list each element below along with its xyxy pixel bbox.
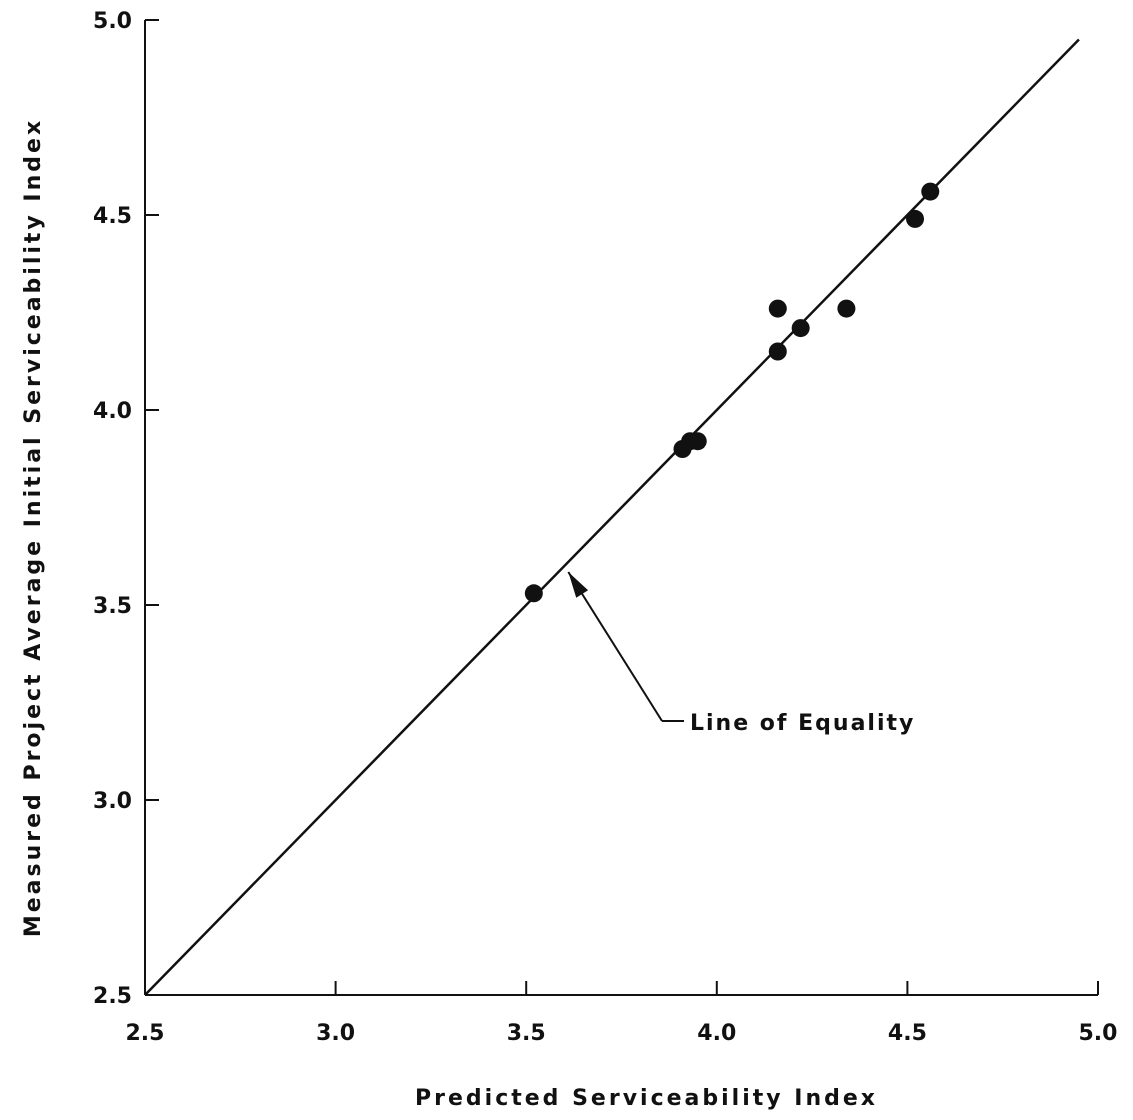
x-tick-label: 3.5 xyxy=(507,1021,546,1046)
y-axis-title: Measured Project Average Initial Service… xyxy=(21,118,46,937)
x-tick-label: 2.5 xyxy=(126,1021,165,1046)
data-point xyxy=(688,432,707,451)
line-of-equality-group xyxy=(144,38,1080,996)
y-tick-label: 2.5 xyxy=(93,984,132,1009)
y-tick-label: 3.0 xyxy=(93,789,132,814)
data-point xyxy=(768,342,787,361)
data-point xyxy=(906,209,925,228)
points-group xyxy=(524,182,940,603)
data-point xyxy=(768,299,787,318)
data-point xyxy=(921,182,940,201)
data-point xyxy=(837,299,856,318)
annotation-group: Line of Equality xyxy=(567,571,915,736)
y-tick-label: 5.0 xyxy=(93,9,132,34)
annotation-label: Line of Equality xyxy=(690,711,915,736)
x-tick-label: 5.0 xyxy=(1079,1021,1118,1046)
y-tick-label: 4.5 xyxy=(93,204,132,229)
annotation-leader xyxy=(567,571,663,722)
data-point xyxy=(791,319,810,338)
axes: 2.5 3.0 3.5 4.0 4.5 5.0 2.5 3.0 3.5 4.0 4.5 5.0 xyxy=(93,9,1117,1046)
annotation-arrowhead xyxy=(568,572,589,598)
x-tick-label: 3.0 xyxy=(316,1021,355,1046)
line-of-equality xyxy=(144,38,1080,996)
axis-labels-group: Predicted Serviceability Index Measured P… xyxy=(21,118,878,1111)
x-tick-label: 4.5 xyxy=(888,1021,927,1046)
x-axis-title: Predicted Serviceability Index xyxy=(415,1086,878,1111)
data-point xyxy=(524,584,543,603)
y-tick-label: 3.5 xyxy=(93,594,132,619)
y-tick-label: 4.0 xyxy=(93,399,132,424)
x-tick-label: 4.0 xyxy=(697,1021,736,1046)
